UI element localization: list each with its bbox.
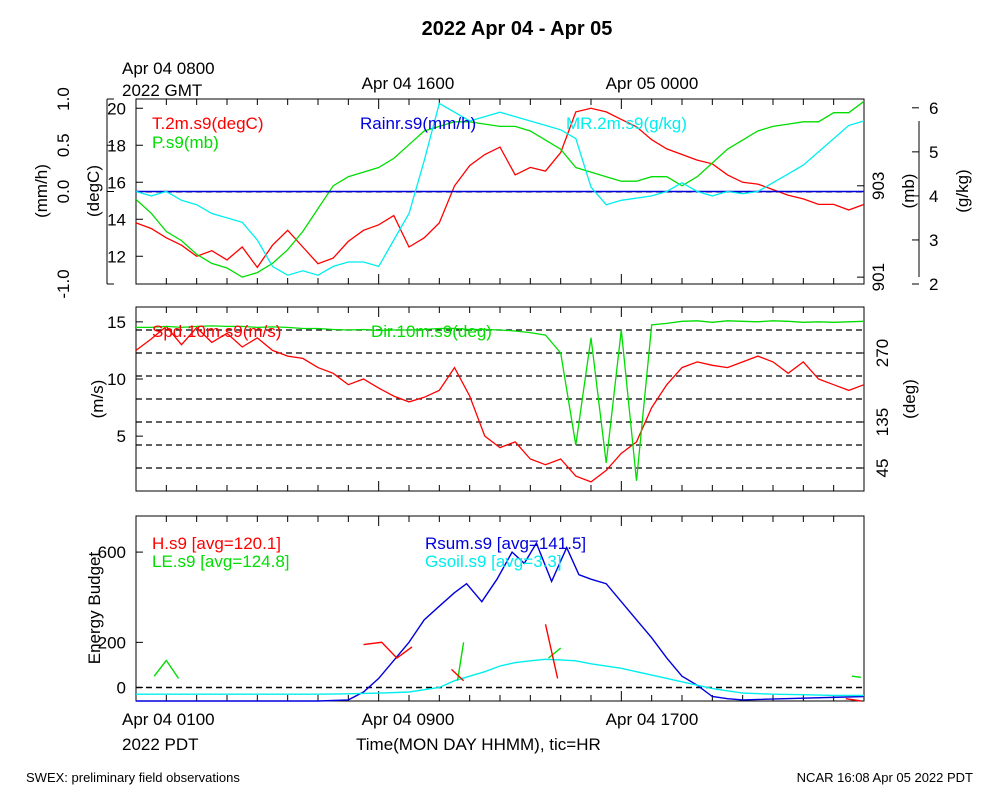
legend-mr: MR.2m.s9(g/kg) [566, 114, 687, 133]
top-series-1-line [135, 100, 865, 278]
footer-right: NCAR 16:08 Apr 05 2022 PDT [797, 770, 973, 785]
gridlines-group [136, 191, 864, 689]
middle-speed-tick-label: 15 [107, 313, 126, 332]
top-rain-axis-label: (mm/h) [32, 164, 51, 218]
legend-le: LE.s9 [avg=124.8] [152, 552, 290, 571]
series-group [135, 100, 865, 702]
legend-h: H.s9 [avg=120.1] [152, 534, 281, 553]
middle-speed-tick-label: 5 [117, 427, 126, 446]
legend-speed: Spd.10m.s9(m/s) [152, 322, 281, 341]
axis-ticks-group: -1.00.00.51.0121416182090190323456510154… [54, 87, 938, 701]
top-series-0-line [135, 107, 865, 269]
middle-dir-tick-label: 135 [873, 408, 892, 436]
top-temp-axis-label: (degC) [84, 165, 103, 217]
bottom-time-label-2: Apr 04 1700 [606, 710, 699, 729]
middle-dir-tick-label: 270 [873, 339, 892, 367]
bottom-series-2-line [153, 642, 862, 681]
legend-rain: Rainr.s9(mm/h) [360, 114, 476, 133]
top-axis1-tick-label: 12 [107, 247, 126, 266]
legend-direction: Dir.10m.s9(deg) [371, 322, 492, 341]
x-axis-label: Time(MON DAY HHMM), tic=HR [356, 735, 601, 754]
top-pressure-axis-label: (mb) [899, 174, 918, 209]
top-mr-axis-label: (g/kg) [953, 169, 972, 212]
top-series-3-line [135, 102, 865, 276]
top-gmt-label: 2022 GMT [122, 81, 202, 100]
bottom-time-label-1: Apr 04 0900 [362, 710, 455, 729]
top-axis3-tick-label: 3 [929, 231, 938, 250]
middle-dir-axis-label: (deg) [900, 379, 919, 419]
top-time-label-0: Apr 04 0800 [122, 59, 215, 78]
top-axis0-tick-label: 0.0 [54, 180, 73, 204]
top-time-label-1: Apr 04 1600 [362, 74, 455, 93]
bottom-series-3-line [363, 624, 862, 702]
bottom-pdt-label: 2022 PDT [122, 735, 199, 754]
top-axis2-tick-label: 901 [869, 263, 888, 291]
top-axis0-tick-label: -1.0 [54, 269, 73, 298]
middle-speed-axis-label: (m/s) [88, 380, 107, 419]
bottom-energy-tick-label: 600 [98, 543, 126, 562]
middle-speed-tick-label: 10 [107, 370, 126, 389]
footer-left: SWEX: preliminary field observations [26, 770, 240, 785]
chart-title: 2022 Apr 04 - Apr 05 [422, 18, 613, 40]
top-axis3-tick-label: 6 [929, 99, 938, 118]
bottom-series-0-line [136, 541, 865, 702]
top-axis1-tick-label: 16 [107, 173, 126, 192]
bottom-energy-tick-label: 0 [117, 678, 126, 697]
top-axis0-tick-label: 1.0 [54, 87, 73, 111]
top-axis2-tick-label: 903 [869, 172, 888, 200]
bottom-energy-tick-label: 200 [98, 633, 126, 652]
middle-dir-tick-label: 45 [873, 459, 892, 478]
top-time-label-2: Apr 05 0000 [606, 74, 699, 93]
middle-series-0-line [135, 325, 865, 483]
top-axis0-tick-label: 0.5 [54, 133, 73, 157]
bottom-series-1-line [136, 658, 864, 697]
top-axis3-tick-label: 4 [929, 187, 938, 206]
top-axis3-tick-label: 5 [929, 143, 938, 162]
legend-temp: T.2m.s9(degC) [152, 114, 263, 133]
legend-pressure: P.s9(mb) [152, 133, 219, 152]
top-axis1-tick-label: 14 [107, 210, 126, 229]
legend-gsoil: Gsoil.s9 [avg=3.3] [425, 552, 562, 571]
bottom-time-label-0: Apr 04 0100 [122, 710, 215, 729]
top-axis3-tick-label: 2 [929, 275, 938, 294]
middle-series-1-line [136, 320, 865, 481]
top-axis1-tick-label: 18 [107, 136, 126, 155]
top-axis1-tick-label: 20 [107, 99, 126, 118]
bottom-energy-axis-label: Energy Budget [85, 551, 104, 664]
legend-rsum: Rsum.s9 [avg=141.5] [425, 534, 586, 553]
